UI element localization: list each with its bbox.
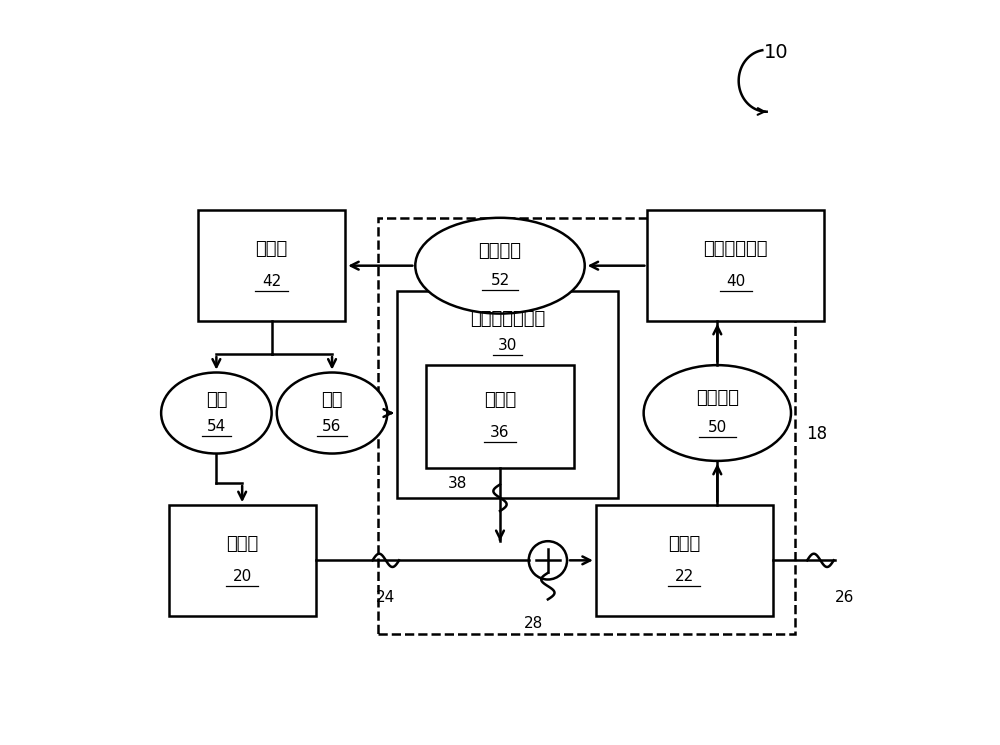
Bar [596, 505, 773, 615]
Text: 56: 56 [322, 419, 342, 434]
Text: 车载诊断系统: 车载诊断系统 [703, 241, 768, 259]
Text: 温度数据: 温度数据 [696, 390, 739, 408]
Text: 性能状态: 性能状态 [479, 242, 522, 260]
Text: 42: 42 [262, 274, 281, 289]
Text: 28: 28 [524, 615, 543, 630]
Text: 发动机: 发动机 [226, 535, 258, 553]
Text: 20: 20 [233, 569, 252, 584]
Ellipse shape [644, 365, 791, 461]
Text: 反应室: 反应室 [668, 535, 700, 553]
Bar [169, 505, 316, 615]
Text: 50: 50 [708, 420, 727, 435]
Text: 22: 22 [675, 569, 694, 584]
Ellipse shape [277, 372, 387, 454]
Bar [397, 291, 618, 498]
Text: 控制器: 控制器 [256, 241, 288, 259]
Bar [198, 210, 345, 321]
Bar [426, 365, 574, 469]
Text: 26: 26 [835, 590, 855, 605]
Text: 还原剂传送系统: 还原剂传送系统 [470, 310, 545, 328]
Text: 命令: 命令 [206, 391, 227, 409]
Text: 命令: 命令 [321, 391, 343, 409]
Bar [647, 210, 824, 321]
Text: 30: 30 [498, 337, 517, 352]
Text: 10: 10 [764, 42, 789, 62]
Bar [378, 218, 795, 634]
Text: 18: 18 [806, 425, 827, 443]
Text: 36: 36 [490, 425, 510, 440]
Text: 喷射器: 喷射器 [484, 391, 516, 410]
Text: 52: 52 [490, 273, 510, 288]
Text: 24: 24 [376, 590, 395, 605]
Ellipse shape [415, 218, 585, 314]
Text: 40: 40 [726, 274, 745, 289]
Ellipse shape [161, 372, 272, 454]
Text: 38: 38 [447, 475, 467, 490]
Text: 54: 54 [207, 419, 226, 434]
